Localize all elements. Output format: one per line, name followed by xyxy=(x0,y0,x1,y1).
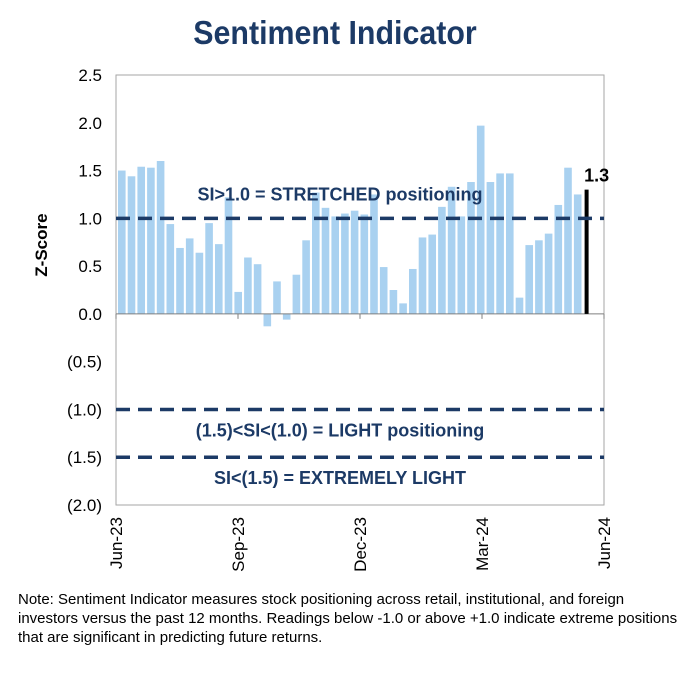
bar xyxy=(292,274,301,314)
bar xyxy=(234,291,242,314)
bar xyxy=(147,167,155,314)
bar xyxy=(544,233,553,314)
y-tick-label: 2.0 xyxy=(78,114,102,133)
bar xyxy=(118,170,126,314)
bar xyxy=(263,313,272,327)
latest-value-label: 1.3 xyxy=(584,166,609,186)
bar xyxy=(428,234,436,314)
threshold-annotation: (1.5)<SI<(1.0) = LIGHT positioning xyxy=(196,420,485,440)
x-tick-label: Jun-24 xyxy=(595,517,614,569)
bar xyxy=(312,192,320,314)
bar xyxy=(253,264,262,314)
y-tick-label: (1.0) xyxy=(67,400,102,419)
bar xyxy=(564,167,572,314)
bar xyxy=(379,267,388,314)
bar xyxy=(224,197,233,314)
bar xyxy=(389,290,398,314)
x-tick-label: Jun-23 xyxy=(107,517,126,569)
bar xyxy=(438,206,446,314)
y-tick-label: (0.5) xyxy=(67,353,102,372)
y-tick-label: 0.5 xyxy=(78,257,102,276)
bar xyxy=(486,182,495,314)
threshold-annotation: SI>1.0 = STRETCHED positioning xyxy=(197,184,482,204)
bar xyxy=(447,186,456,314)
bar xyxy=(370,194,378,314)
bar xyxy=(302,240,310,314)
bar xyxy=(467,182,475,314)
bar xyxy=(525,245,533,314)
bar xyxy=(360,214,369,314)
bar xyxy=(321,207,330,314)
bar xyxy=(195,252,204,314)
y-tick-label: (1.5) xyxy=(67,448,102,467)
chart-plot: 1.3 SI>1.0 = STRETCHED positioning (1.5)<S… xyxy=(32,66,614,572)
bar xyxy=(418,237,427,314)
bar xyxy=(205,223,213,314)
x-tick-label: Sep-23 xyxy=(229,517,248,572)
bar xyxy=(341,213,349,314)
x-tick-label: Mar-24 xyxy=(473,517,492,571)
y-tick-label: (2.0) xyxy=(67,496,102,515)
bar xyxy=(244,257,252,314)
bar xyxy=(137,166,145,314)
bar xyxy=(166,224,175,314)
y-tick-label: 0.0 xyxy=(78,305,102,324)
bar xyxy=(535,240,543,314)
bar xyxy=(515,297,524,314)
chart-title: Sentiment Indicator xyxy=(193,14,477,51)
bar xyxy=(554,204,563,314)
bar xyxy=(506,173,514,314)
plot-frame xyxy=(115,74,605,506)
x-tick-label: Dec-23 xyxy=(351,517,370,572)
y-tick-label: 1.0 xyxy=(78,209,102,228)
y-tick-label: 2.5 xyxy=(78,66,102,85)
bar xyxy=(399,303,407,314)
y-axis-label: Z-Score xyxy=(32,213,51,276)
bar xyxy=(350,210,359,314)
threshold-annotation: SI<(1.5) = EXTREMELY LIGHT xyxy=(214,468,466,488)
y-tick-label: 1.5 xyxy=(78,162,102,181)
bar xyxy=(496,173,504,314)
footnote: Note: Sentiment Indicator measures stock… xyxy=(18,591,678,646)
bar xyxy=(156,161,165,314)
bar xyxy=(457,216,466,314)
bar xyxy=(176,247,184,314)
bar xyxy=(185,238,194,314)
bar xyxy=(282,313,291,320)
bar xyxy=(127,176,136,314)
bar xyxy=(331,216,339,314)
bar xyxy=(573,194,582,314)
bar xyxy=(409,268,417,314)
bar xyxy=(273,281,281,314)
bar xyxy=(215,244,223,314)
